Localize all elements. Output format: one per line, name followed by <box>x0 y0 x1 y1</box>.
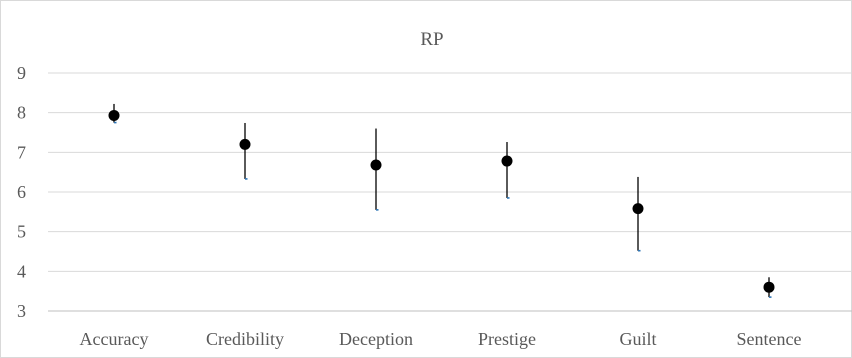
data-point <box>370 159 382 171</box>
y-tick-label: 9 <box>17 63 26 83</box>
error-bars <box>113 103 772 298</box>
y-tick-label: 4 <box>17 261 26 281</box>
x-tick-label: Guilt <box>619 329 656 349</box>
data-point <box>763 281 775 293</box>
y-tick-labels: 3 4 5 6 7 8 9 <box>17 63 26 321</box>
x-tick-label: Prestige <box>478 329 536 349</box>
data-point <box>501 155 513 167</box>
y-tick-label: 3 <box>17 301 26 321</box>
data-point <box>632 203 644 215</box>
x-tick-label: Accuracy <box>80 329 149 349</box>
x-tick-label: Sentence <box>737 329 802 349</box>
x-tick-labels: Accuracy Credibility Deception Prestige Guil… <box>80 329 802 349</box>
chart-title: RP <box>420 29 443 50</box>
data-point <box>108 109 120 121</box>
y-tick-label: 5 <box>17 222 26 242</box>
y-tick-label: 8 <box>17 103 26 123</box>
x-tick-label: Deception <box>339 329 413 349</box>
y-tick-label: 6 <box>17 182 26 202</box>
gridlines <box>48 72 852 312</box>
data-point <box>239 138 251 150</box>
y-tick-label: 7 <box>17 142 26 162</box>
x-tick-label: Credibility <box>206 329 284 349</box>
data-points <box>108 109 775 293</box>
